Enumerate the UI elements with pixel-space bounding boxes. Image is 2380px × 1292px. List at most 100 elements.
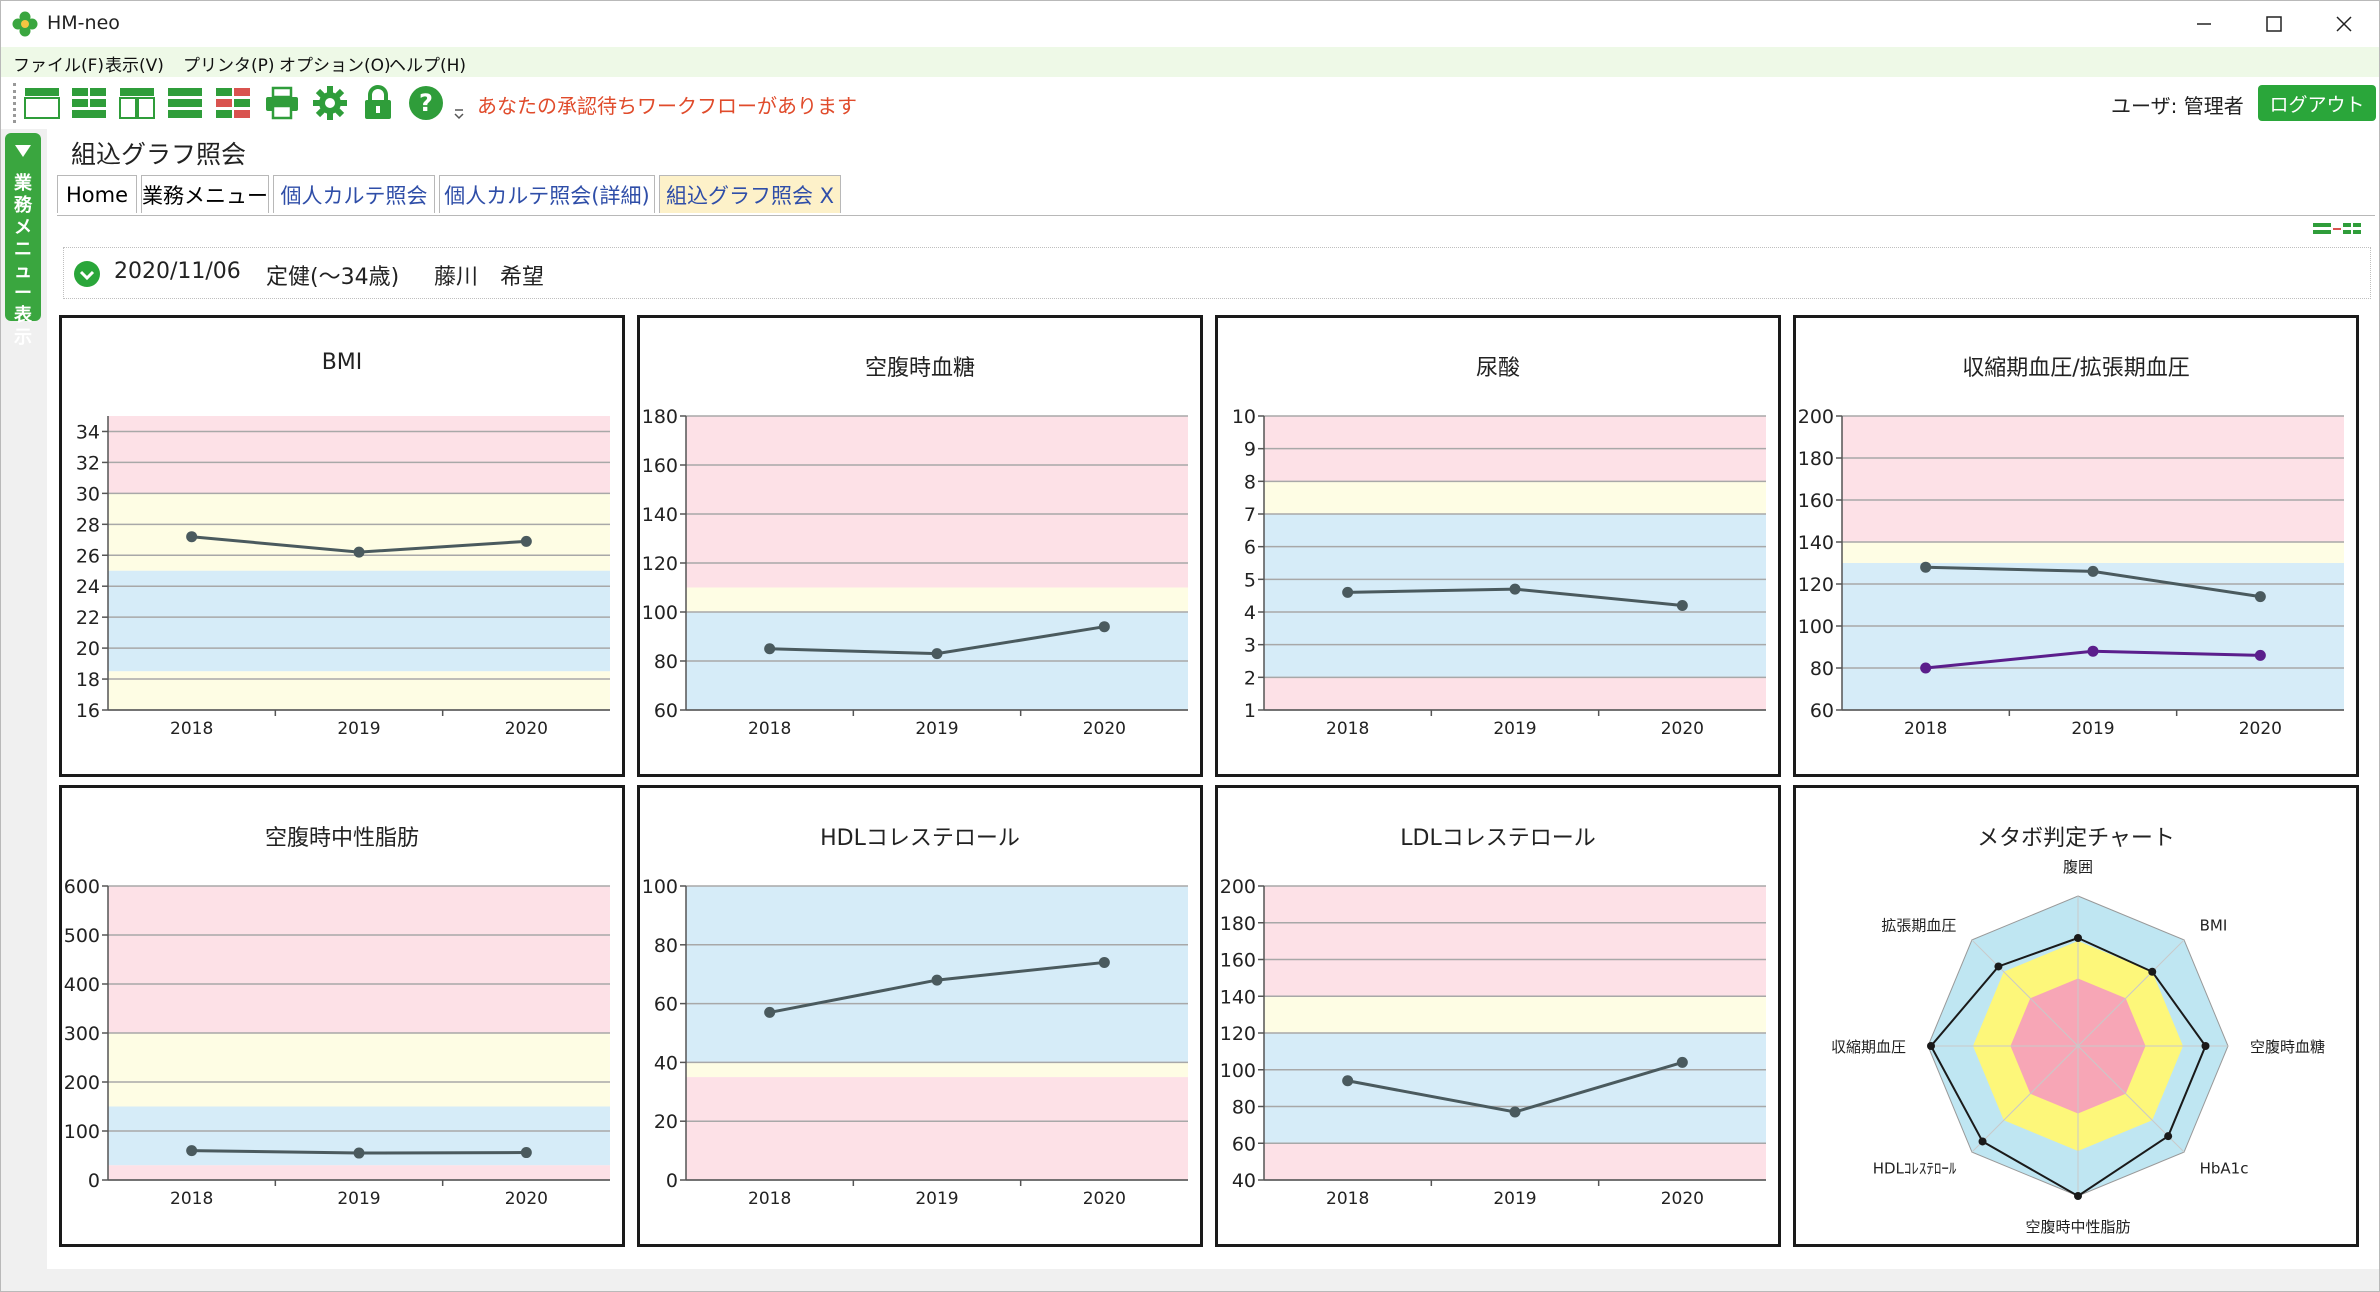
tab-business-menu[interactable]: 業務メニュー [141,175,269,213]
y-tick-label: 6 [1244,537,1256,559]
exam-date: 2020/11/06 [114,259,241,284]
x-tick-label: 2018 [170,719,213,739]
close-button[interactable] [2309,1,2379,47]
tab-home[interactable]: Home [57,175,137,213]
range-band [1264,481,1766,514]
tab-personal-chart-detail[interactable]: 個人カルテ照会(詳細) [439,175,655,213]
menu-file[interactable]: ファイル(F) [13,56,105,76]
data-point [353,1147,365,1159]
settings-button[interactable] [309,82,351,124]
y-tick-label: 16 [76,700,100,722]
tab-personal-chart[interactable]: 個人カルテ照会 [273,175,435,213]
y-tick-label: 34 [76,421,100,443]
menu-options[interactable]: オプション(O) [279,56,391,76]
maximize-icon [2266,16,2282,32]
menu-printer[interactable]: プリンタ(P) [183,56,275,76]
y-tick-label: 60 [1232,1133,1256,1155]
data-point [1920,561,1932,573]
x-tick-label: 2018 [748,1189,791,1209]
radar-spoke [1971,939,2079,1047]
data-point [1676,599,1688,611]
data-point [2254,591,2266,603]
layout-grid-icon [72,88,106,118]
y-tick-label: 18 [76,669,100,691]
toolbar-overflow-icon[interactable] [453,107,465,121]
radar-axis-label: HbA1c [2200,1160,2249,1178]
lock-button[interactable] [357,82,399,124]
side-menu-toggle[interactable]: 業務メニュー表示 [5,133,41,348]
x-tick-label: 2019 [915,1189,958,1209]
range-band [686,587,1188,612]
help-button[interactable]: ? [405,82,447,124]
layout-switch-icon[interactable] [2311,217,2371,241]
maximize-button[interactable] [2239,1,2309,47]
data-point [1920,662,1932,674]
toolbar-grip[interactable] [13,83,19,123]
data-point [520,1147,532,1159]
layout-grid-button[interactable] [68,82,110,124]
patient-info-bar[interactable]: 2020/11/06 定健(～34歳) 藤川 希望 [63,247,2371,299]
y-tick-label: 200 [64,1072,100,1094]
layout-columns-button[interactable] [116,82,158,124]
radar-axis-label: BMI [2200,916,2228,934]
y-tick-label: 5 [1244,569,1256,591]
radar-point [1927,1042,1935,1050]
logout-button[interactable]: ログアウト [2258,85,2376,121]
chart-metabo-radar: 腹囲 BMI 空腹時血糖 HbA1c 空腹時中性脂肪 HDLｺﾚｽﾃﾛｰﾙ 収縮期血圧 拡張期… [1831,858,2325,1236]
y-tick-label: 0 [88,1170,100,1192]
y-tick-label: 80 [1232,1097,1256,1119]
svg-text:?: ? [419,89,433,117]
range-band [686,1062,1188,1078]
y-tick-label: 28 [76,514,100,536]
radar-spoke [2077,939,2185,1047]
y-tick-label: 4 [1244,602,1256,624]
x-tick-label: 2019 [2071,719,2114,739]
y-tick-label: 120 [1798,574,1834,596]
workflow-notice[interactable]: あなたの承認待ちワークフローがあります [477,94,857,118]
data-point [1509,583,1521,595]
chart-title: 空腹時血糖 [864,356,975,381]
menu-view[interactable]: 表示(V) [105,56,164,76]
radar-point [2074,934,2082,942]
y-tick-label: 180 [1220,913,1256,935]
range-band [686,886,1188,1063]
radar-axis-label: 空腹時血糖 [2250,1038,2325,1056]
x-tick-label: 2018 [1326,719,1369,739]
y-tick-label: 60 [1810,700,1834,722]
layout-mixed-icon [216,88,250,118]
y-tick-label: 30 [76,483,100,505]
main-content: 組込グラフ照会 Home 業務メニュー 個人カルテ照会 個人カルテ照会(詳細) … [47,129,2379,1291]
minimize-button[interactable] [2169,1,2239,47]
range-band [108,570,610,672]
layout-mixed-button[interactable] [212,82,254,124]
range-band [108,416,610,494]
menu-help[interactable]: ヘルプ(H) [389,56,467,76]
page-title: 組込グラフ照会 [71,140,247,169]
print-button[interactable] [261,82,303,124]
y-tick-label: 180 [1798,448,1834,470]
range-band [686,416,1188,588]
x-tick-label: 2020 [505,1189,548,1209]
help-icon: ? [409,86,443,120]
x-tick-label: 2020 [1661,1189,1704,1209]
layout-rows-button[interactable] [164,82,206,124]
y-tick-label: 2 [1244,667,1256,689]
chart-title: BMI [321,350,363,375]
y-tick-label: 600 [64,876,100,898]
x-tick-label: 2019 [1493,719,1536,739]
radar-point [2201,1042,2210,1050]
y-tick-label: 120 [642,553,678,575]
range-band [108,493,610,571]
chart-panel-blood-pressure: 収縮期血圧/拡張期血圧 60 80 100 120 140 160 180 200 2018 20… [1793,315,2359,777]
y-tick-label: 9 [1244,439,1256,461]
radar-axis-label: 空腹時中性脂肪 [2025,1218,2130,1236]
check-circle-icon[interactable] [74,261,100,287]
x-tick-label: 2018 [170,1189,213,1209]
layout-single-button[interactable] [21,82,63,124]
y-tick-label: 160 [642,455,678,477]
chart-panel-ldl: LDLコレステロール 40 60 80 100 120 140 160 180 200 2018 2… [1215,785,1781,1247]
range-band [108,1033,610,1107]
y-tick-label: 7 [1244,504,1256,526]
y-tick-label: 160 [1798,490,1834,512]
tab-embedded-graph[interactable]: 組込グラフ照会 X [659,175,841,213]
